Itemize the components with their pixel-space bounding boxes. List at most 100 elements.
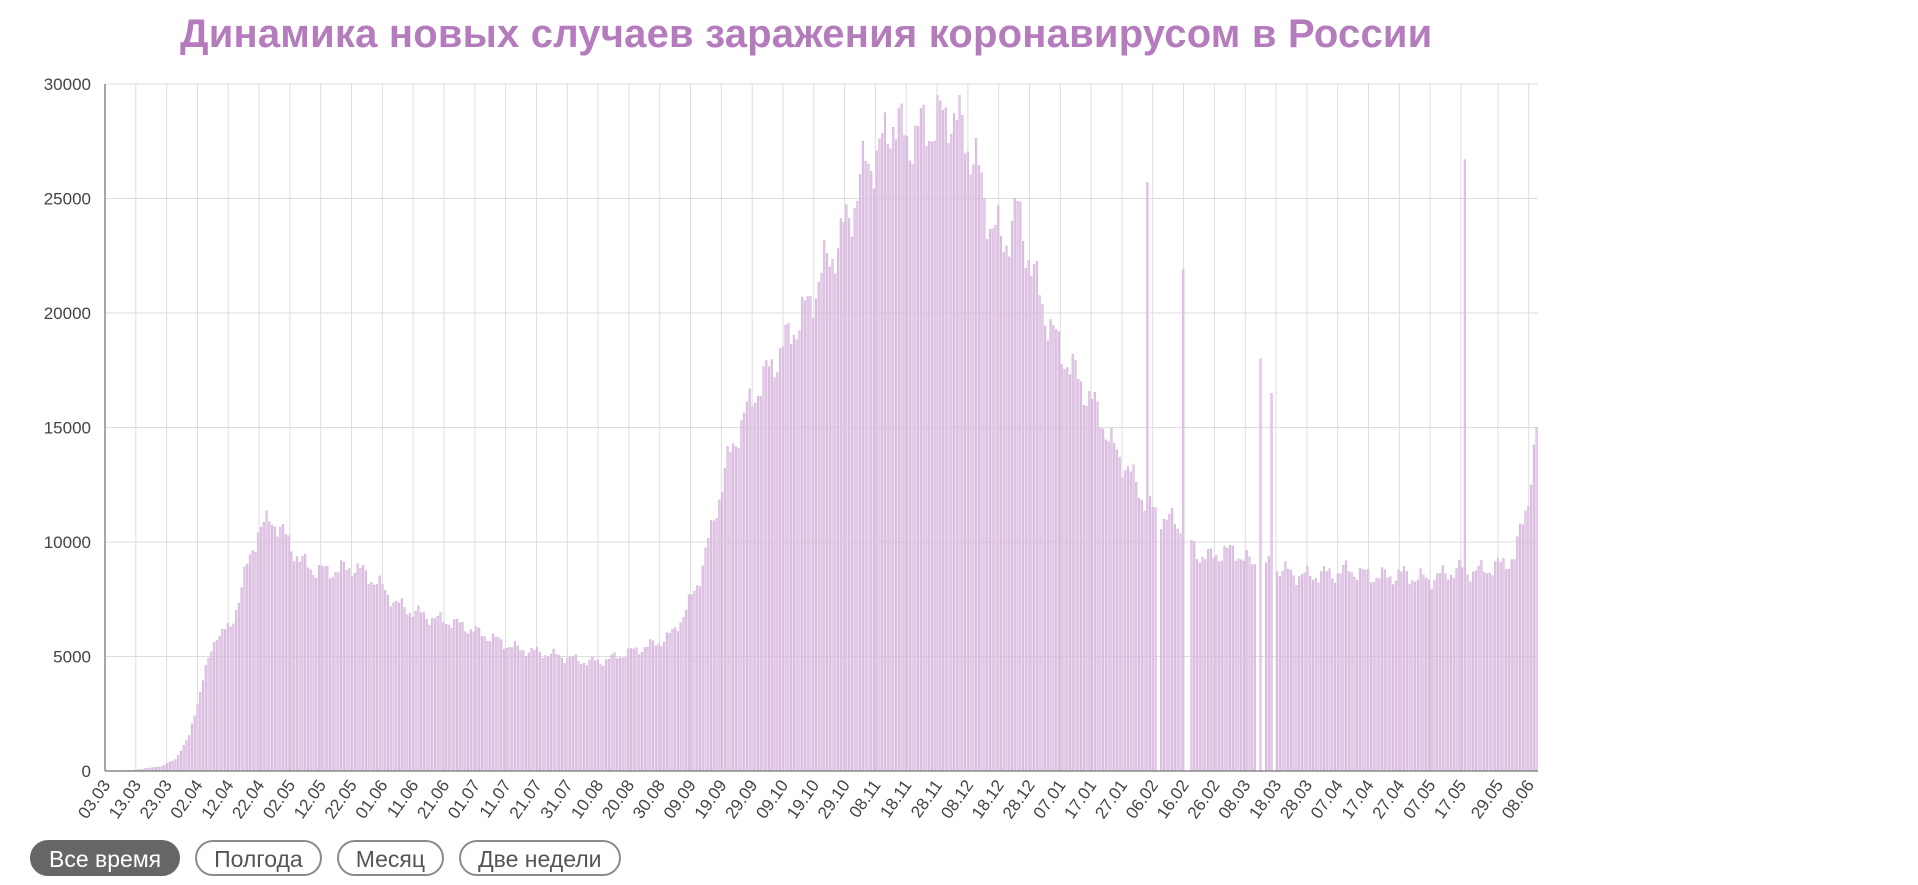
bar (1102, 428, 1105, 772)
bar (166, 763, 169, 772)
bar (1535, 427, 1538, 772)
x-tick-label: 07.01 (1030, 776, 1070, 822)
x-tick-label: 02.05 (259, 776, 299, 822)
bar (196, 703, 199, 772)
bar (1447, 579, 1450, 772)
bar (436, 616, 439, 772)
bar (552, 648, 555, 772)
bar (591, 657, 594, 772)
bar (627, 648, 630, 772)
bar (870, 171, 873, 772)
bar (1016, 200, 1019, 772)
bar (823, 240, 826, 772)
bar (353, 572, 356, 772)
bar (1093, 392, 1096, 772)
bar (331, 577, 334, 772)
bar (1033, 263, 1036, 772)
bar (502, 649, 506, 772)
bar (908, 160, 911, 772)
bar (1367, 569, 1370, 772)
bar (213, 642, 216, 772)
bar (867, 163, 870, 772)
bar (773, 377, 776, 772)
bar (442, 622, 445, 772)
bar (362, 565, 365, 772)
bar (1461, 567, 1464, 772)
bar (878, 138, 881, 772)
bar (282, 524, 285, 772)
bar (875, 150, 878, 772)
bar (751, 406, 754, 772)
bar (671, 629, 674, 772)
period-two-weeks-button[interactable]: Две недели (459, 840, 621, 876)
bar (447, 624, 450, 772)
bar (342, 561, 345, 772)
bar (1182, 269, 1185, 772)
bar (892, 127, 895, 772)
x-tick-label: 19.10 (783, 776, 823, 822)
bar (621, 657, 624, 772)
bar (1499, 561, 1502, 772)
bar (1008, 256, 1011, 772)
bar (941, 110, 945, 772)
bar (1129, 471, 1132, 772)
bar (317, 565, 321, 772)
bar (1483, 572, 1486, 772)
bar (1331, 578, 1334, 772)
bar (270, 524, 274, 772)
bar (1190, 539, 1193, 772)
bar (1132, 464, 1135, 772)
bar (594, 660, 597, 772)
bar (701, 565, 704, 772)
bar (632, 648, 635, 772)
bar (1516, 536, 1519, 772)
bar (398, 602, 401, 772)
period-month-button[interactable]: Месяц (336, 840, 445, 876)
bar (1149, 495, 1152, 772)
bar (237, 602, 240, 772)
period-half-year-button[interactable]: Полгода (195, 840, 322, 876)
bar (1063, 369, 1066, 772)
bar (489, 641, 492, 772)
bar (384, 590, 387, 772)
bar (359, 567, 362, 772)
bar (1107, 441, 1110, 772)
bar (1414, 581, 1417, 772)
bar (1444, 573, 1447, 772)
bar (1226, 548, 1229, 772)
bar (364, 570, 367, 772)
bar (972, 164, 975, 772)
x-tick-labels: 03.0313.0323.0302.0412.0422.0402.0512.05… (74, 776, 1538, 822)
bar (1518, 523, 1522, 772)
bar (842, 222, 845, 772)
bar (309, 569, 312, 772)
bar (712, 520, 715, 772)
period-all-time-button[interactable]: Все время (30, 840, 181, 876)
bar (315, 577, 318, 772)
x-tick-label: 22.05 (321, 776, 361, 822)
bar (1284, 561, 1287, 772)
bar (345, 570, 348, 772)
bar (1027, 260, 1030, 772)
bar (1480, 560, 1483, 772)
bar (1336, 573, 1339, 772)
bar (640, 652, 644, 772)
bar (649, 639, 652, 772)
bar (798, 330, 801, 772)
bar (1449, 575, 1453, 772)
bar (1469, 581, 1472, 772)
bar (889, 148, 892, 772)
bar (458, 622, 461, 772)
bar (983, 198, 986, 772)
bar (224, 629, 227, 772)
bar (323, 566, 326, 772)
bar (185, 740, 188, 772)
bar (1118, 456, 1121, 772)
bar (745, 401, 749, 772)
bar (781, 346, 784, 772)
bar (784, 324, 787, 772)
bar (1002, 252, 1005, 772)
bar (229, 626, 232, 772)
bar (801, 296, 804, 772)
x-tick-label: 26.02 (1184, 776, 1224, 822)
